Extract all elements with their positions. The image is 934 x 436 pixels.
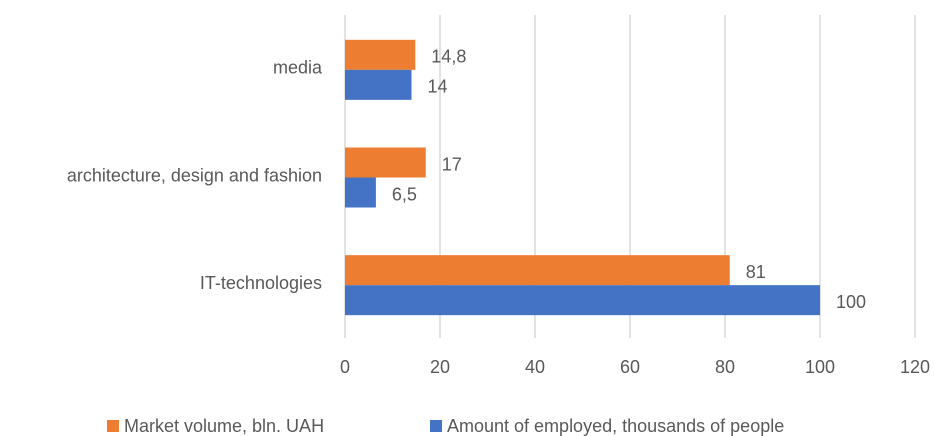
x-tick-label: 40: [525, 357, 545, 377]
y-tick-label: architecture, design and fashion: [67, 165, 322, 185]
legend-label: Amount of employed, thousands of people: [447, 416, 784, 436]
x-tick-label: 80: [715, 357, 735, 377]
bar: [345, 147, 426, 178]
x-tick-label: 20: [430, 357, 450, 377]
bar: [345, 69, 412, 100]
bar: [345, 39, 416, 70]
x-tick-label: 100: [805, 357, 835, 377]
x-tick-label: 60: [620, 357, 640, 377]
data-label: 17: [442, 154, 462, 174]
data-label: 14: [428, 77, 448, 97]
bar: [345, 177, 376, 208]
x-tick-label: 0: [340, 357, 350, 377]
legend-label: Market volume, bln. UAH: [124, 416, 324, 436]
data-label: 6,5: [392, 184, 417, 204]
data-label: 100: [836, 292, 866, 312]
data-label: 81: [746, 262, 766, 282]
bar: [345, 285, 820, 316]
legend-swatch: [430, 420, 442, 432]
x-tick-label: 120: [900, 357, 930, 377]
legend-swatch: [107, 420, 119, 432]
y-tick-label: media: [273, 58, 323, 78]
data-label: 14,8: [431, 47, 466, 67]
bar: [345, 255, 730, 286]
y-tick-label: IT-technologies: [200, 273, 322, 293]
